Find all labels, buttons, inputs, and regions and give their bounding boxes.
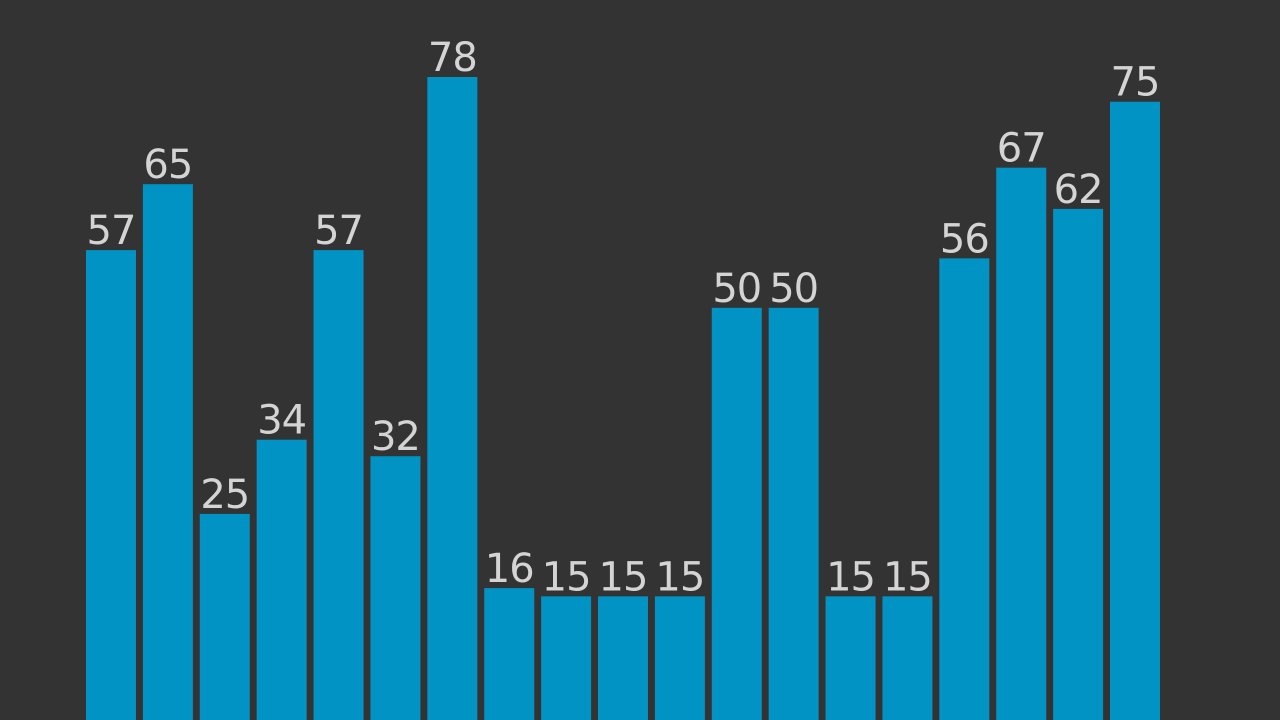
bar bbox=[654, 596, 705, 720]
data-label: 16 bbox=[485, 546, 534, 592]
data-label: 32 bbox=[371, 414, 420, 460]
data-label: 34 bbox=[257, 398, 306, 444]
bar bbox=[142, 184, 193, 720]
data-label: 15 bbox=[599, 554, 648, 600]
bar bbox=[598, 596, 648, 720]
bar bbox=[939, 258, 990, 720]
data-label: 15 bbox=[826, 554, 875, 600]
data-label: 50 bbox=[712, 266, 761, 312]
bar bbox=[256, 439, 307, 720]
data-label: 57 bbox=[87, 208, 136, 254]
bar bbox=[313, 250, 364, 720]
data-label: 67 bbox=[997, 126, 1046, 172]
bar bbox=[484, 588, 535, 720]
data-label: 25 bbox=[200, 472, 249, 518]
data-label: 62 bbox=[1054, 167, 1103, 213]
bar bbox=[996, 167, 1047, 720]
bar bbox=[370, 456, 421, 720]
data-label: 15 bbox=[542, 554, 591, 600]
bar bbox=[768, 307, 819, 720]
data-label: 56 bbox=[940, 216, 989, 262]
bar bbox=[86, 250, 136, 720]
data-label: 15 bbox=[883, 554, 932, 600]
bar bbox=[1110, 101, 1160, 720]
data-label: 57 bbox=[314, 208, 363, 254]
bar bbox=[882, 596, 933, 720]
data-label: 78 bbox=[428, 35, 477, 81]
data-label: 15 bbox=[655, 554, 704, 600]
bar bbox=[711, 307, 762, 720]
bar bbox=[427, 77, 478, 720]
bar bbox=[541, 596, 592, 720]
bar bbox=[1053, 208, 1104, 720]
bar bbox=[825, 596, 876, 720]
bar bbox=[199, 513, 250, 720]
data-label: 75 bbox=[1111, 60, 1160, 106]
data-label: 65 bbox=[143, 142, 192, 188]
data-label: 50 bbox=[769, 266, 818, 312]
